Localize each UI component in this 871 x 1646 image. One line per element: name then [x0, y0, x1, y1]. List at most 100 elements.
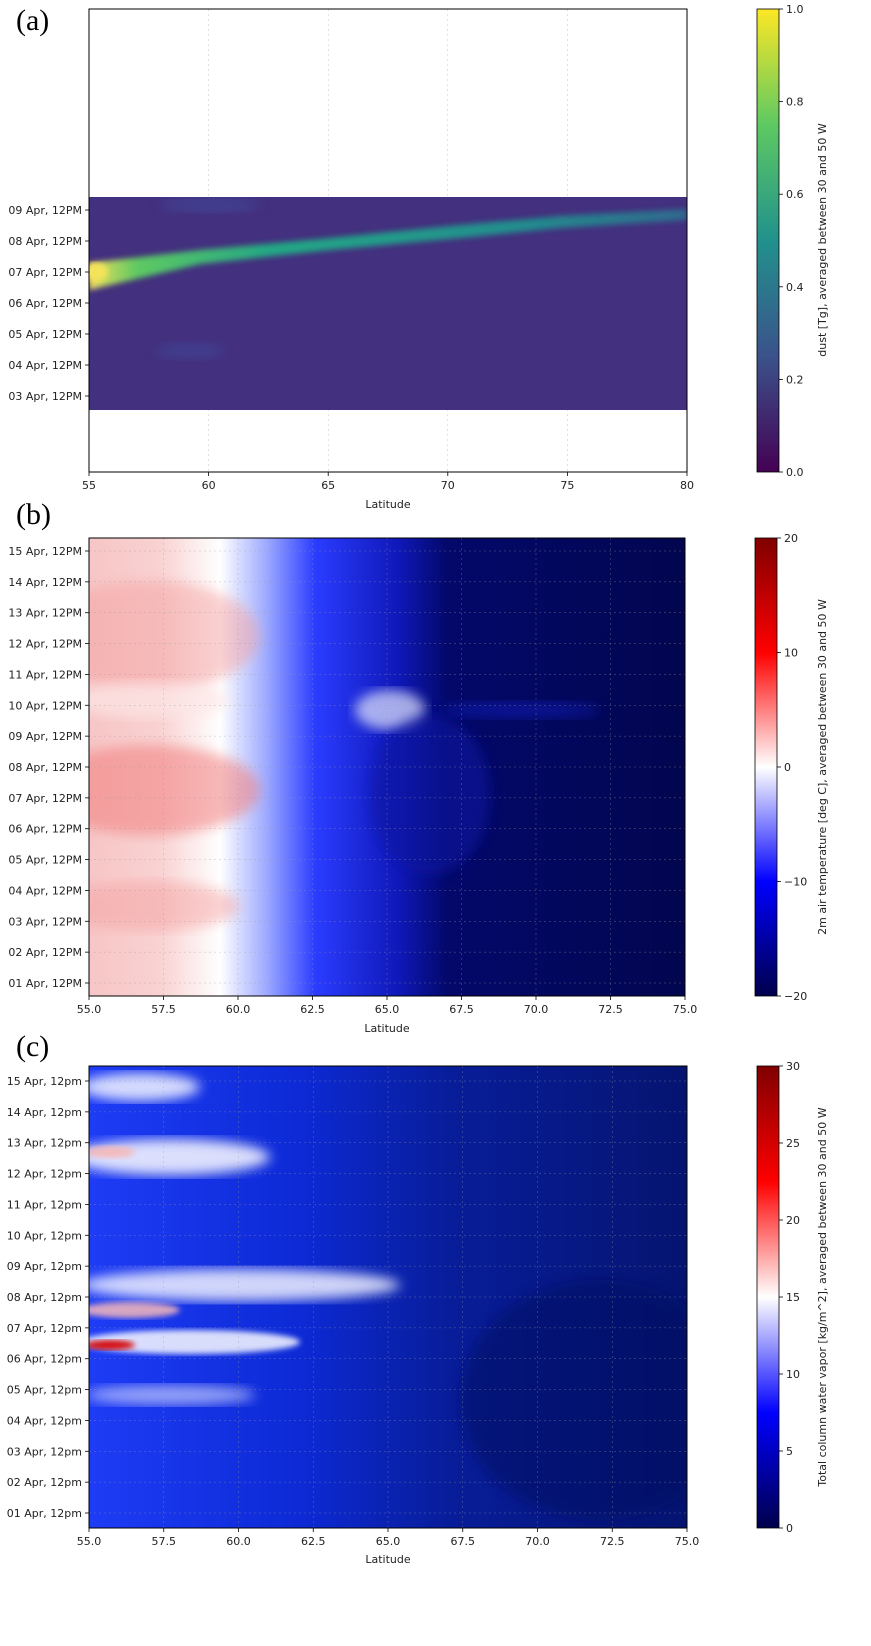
- panel-b-colorbar: [754, 537, 778, 997]
- colorbar-tick-label: 0.2: [786, 373, 804, 386]
- xtick-label: 57.5: [151, 1003, 176, 1016]
- panel-a-heatmap: [89, 197, 687, 410]
- panel-c: 55.0 57.5 60.0 62.5 65.0 67.5 70.0 72.5 75.0 15 …: [7, 1060, 829, 1566]
- ytick-label: 10 Apr, 12pm: [7, 1229, 82, 1242]
- colorbar-tick-label: 10: [784, 647, 798, 660]
- ytick-label: 14 Apr, 12pm: [7, 1106, 82, 1119]
- xtick-label: 70: [441, 479, 455, 492]
- xtick-label: 72.5: [600, 1535, 625, 1548]
- ytick-label: 02 Apr, 12PM: [8, 946, 82, 959]
- colorbar-tick-label: 20: [784, 532, 798, 545]
- ytick-label: 05 Apr, 12PM: [8, 328, 82, 341]
- ytick-label: 11 Apr, 12PM: [8, 668, 82, 681]
- panel-a-colorbar: [756, 8, 780, 473]
- ytick-label: 06 Apr, 12PM: [8, 823, 82, 836]
- panel-b-grid: [89, 538, 685, 996]
- panel-c-colorbar-ticks: 30 25 20 15 10 5 0: [779, 1060, 800, 1535]
- xtick-label: 75.0: [675, 1535, 700, 1548]
- ytick-label: 15 Apr, 12PM: [8, 545, 82, 558]
- ytick-label: 01 Apr, 12PM: [8, 977, 82, 990]
- xtick-label: 65: [321, 479, 335, 492]
- ytick-label: 11 Apr, 12pm: [7, 1198, 82, 1211]
- xtick-label: 75.0: [673, 1003, 698, 1016]
- dust-plume: [89, 209, 687, 290]
- colorbar-tick-label: 0.6: [786, 188, 804, 201]
- colorbar-tick-label: 20: [786, 1214, 800, 1227]
- panel-c-xlabel: Latitude: [365, 1553, 411, 1566]
- xtick-label: 72.5: [598, 1003, 623, 1016]
- xtick-label: 62.5: [301, 1535, 326, 1548]
- panel-c-colorbar-label: Total column water vapor [kg/m^2], avera…: [816, 1107, 829, 1487]
- ytick-label: 08 Apr, 12PM: [8, 235, 82, 248]
- colorbar-tick-label: 0: [786, 1522, 793, 1535]
- ytick-label: 07 Apr, 12PM: [8, 792, 82, 805]
- ytick-label: 04 Apr, 12PM: [8, 359, 82, 372]
- panel-a-colorbar-label: dust [Tg], averaged between 30 and 50 W: [816, 123, 829, 357]
- panel-b: 55.0 57.5 60.0 62.5 65.0 67.5 70.0 72.5 75.0 15 …: [8, 532, 829, 1035]
- panel-c-grid: [89, 1066, 687, 1528]
- colorbar-tick-label: 10: [786, 1368, 800, 1381]
- ytick-label: 10 Apr, 12PM: [8, 699, 82, 712]
- colorbar-tick-label: 1.0: [786, 3, 804, 16]
- colorbar-tick-label: −20: [784, 990, 807, 1003]
- panel-a-colorbar-ticks: 1.0 0.8 0.6 0.4 0.2 0.0: [779, 3, 804, 479]
- panel-a-yticks: 09 Apr, 12PM 08 Apr, 12PM 07 Apr, 12PM 06 A…: [8, 204, 89, 403]
- colorbar-tick-label: −10: [784, 876, 807, 889]
- panel-b-heatmap: [89, 538, 685, 996]
- ytick-label: 03 Apr, 12pm: [7, 1445, 82, 1458]
- panel-b-yticks: 15 Apr, 12PM 14 Apr, 12PM 13 Apr, 12PM 12 A…: [8, 545, 89, 990]
- panel-c-yticks: 15 Apr, 12pm 14 Apr, 12pm 13 Apr, 12pm 12 A…: [7, 1075, 89, 1520]
- xtick-label: 55: [82, 479, 96, 492]
- ytick-label: 12 Apr, 12PM: [8, 638, 82, 651]
- colorbar-tick-label: 0: [784, 761, 791, 774]
- ytick-label: 07 Apr, 12PM: [8, 266, 82, 279]
- xtick-label: 57.5: [152, 1535, 177, 1548]
- ytick-label: 13 Apr, 12pm: [7, 1137, 82, 1150]
- panel-a-xlabel: Latitude: [365, 498, 411, 511]
- colorbar-tick-label: 5: [786, 1445, 793, 1458]
- ytick-label: 04 Apr, 12pm: [7, 1414, 82, 1427]
- colorbar-tick-label: 0.8: [786, 96, 804, 109]
- ytick-label: 12 Apr, 12pm: [7, 1168, 82, 1181]
- panel-b-xlabel: Latitude: [364, 1022, 410, 1035]
- ytick-label: 08 Apr, 12PM: [8, 761, 82, 774]
- xtick-label: 67.5: [449, 1003, 474, 1016]
- ytick-label: 08 Apr, 12pm: [7, 1291, 82, 1304]
- panel-b-xticks: 55.0 57.5 60.0 62.5 65.0 67.5 70.0 72.5 75.0: [77, 996, 698, 1016]
- xtick-label: 62.5: [300, 1003, 325, 1016]
- ytick-label: 05 Apr, 12PM: [8, 854, 82, 867]
- panel-b-letter: (b): [16, 498, 51, 531]
- colorbar-tick-label: 0.4: [786, 281, 804, 294]
- ytick-label: 03 Apr, 12PM: [8, 390, 82, 403]
- ytick-label: 09 Apr, 12PM: [8, 730, 82, 743]
- panel-a-letter: (a): [16, 4, 50, 37]
- colorbar-tick-label: 30: [786, 1060, 800, 1073]
- ytick-label: 01 Apr, 12pm: [7, 1507, 82, 1520]
- xtick-label: 80: [680, 479, 694, 492]
- panel-c-letter: (c): [16, 1030, 50, 1063]
- ytick-label: 03 Apr, 12PM: [8, 915, 82, 928]
- ytick-label: 15 Apr, 12pm: [7, 1075, 82, 1088]
- colorbar-tick-label: 25: [786, 1137, 800, 1150]
- colorbar-tick-label: 0.0: [786, 466, 804, 479]
- ytick-label: 14 Apr, 12PM: [8, 576, 82, 589]
- panel-a-frame: [88, 8, 688, 473]
- ytick-label: 07 Apr, 12pm: [7, 1322, 82, 1335]
- xtick-label: 55.0: [77, 1003, 102, 1016]
- xtick-label: 60.0: [226, 1535, 251, 1548]
- ytick-label: 13 Apr, 12PM: [8, 607, 82, 620]
- xtick-label: 70.0: [525, 1535, 550, 1548]
- panel-c-xticks: 55.0 57.5 60.0 62.5 65.0 67.5 70.0 72.5 75.0: [77, 1528, 700, 1548]
- ytick-label: 05 Apr, 12pm: [7, 1384, 82, 1397]
- xtick-label: 67.5: [451, 1535, 476, 1548]
- xtick-label: 60: [202, 479, 216, 492]
- panel-b-colorbar-label: 2m air temperature [deg C], averaged bet…: [816, 599, 829, 935]
- xtick-label: 60.0: [226, 1003, 251, 1016]
- ytick-label: 02 Apr, 12pm: [7, 1476, 82, 1489]
- xtick-label: 65.0: [376, 1535, 401, 1548]
- ytick-label: 09 Apr, 12pm: [7, 1260, 82, 1273]
- panel-a-xticks: 55 60 65 70 75 80: [82, 472, 694, 492]
- xtick-label: 70.0: [524, 1003, 549, 1016]
- panel-b-colorbar-ticks: 20 10 0 −10 −20: [777, 532, 807, 1003]
